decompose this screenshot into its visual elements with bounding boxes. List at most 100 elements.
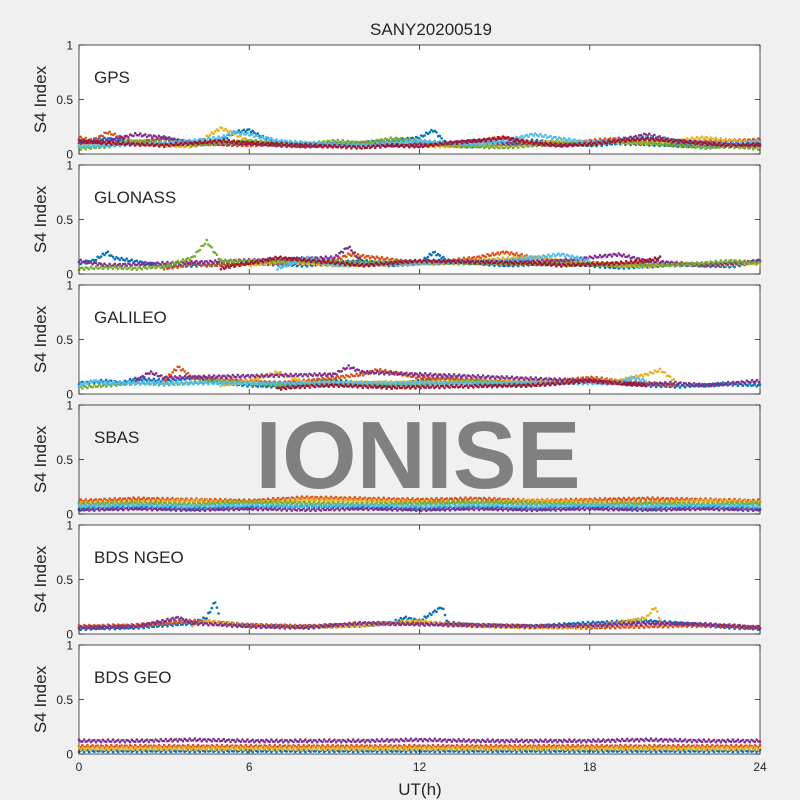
data-point bbox=[207, 261, 210, 265]
data-point bbox=[275, 138, 278, 141]
data-point bbox=[167, 136, 171, 139]
data-point bbox=[401, 262, 405, 265]
data-point bbox=[111, 267, 115, 271]
data-point bbox=[568, 259, 571, 263]
data-point bbox=[116, 138, 120, 141]
data-point bbox=[215, 264, 219, 268]
data-point bbox=[562, 140, 566, 144]
data-point bbox=[455, 142, 459, 145]
data-point bbox=[279, 255, 282, 258]
data-point bbox=[521, 258, 525, 261]
data-point bbox=[499, 144, 503, 148]
data-point bbox=[711, 143, 714, 147]
data-point bbox=[460, 142, 464, 145]
data-point bbox=[758, 146, 762, 150]
data-point bbox=[699, 140, 702, 144]
data-point bbox=[617, 138, 620, 142]
data-point bbox=[428, 131, 432, 134]
data-point bbox=[472, 255, 476, 259]
data-point bbox=[210, 265, 214, 268]
data-point bbox=[308, 258, 311, 261]
data-point bbox=[636, 136, 639, 140]
data-point bbox=[336, 254, 340, 258]
data-point bbox=[188, 138, 191, 142]
data-point bbox=[564, 142, 568, 146]
data-point bbox=[135, 263, 139, 267]
data-point bbox=[219, 267, 223, 271]
y-tick-label: 1 bbox=[66, 39, 73, 53]
data-point bbox=[103, 136, 106, 140]
data-point bbox=[437, 258, 441, 262]
data-point bbox=[220, 140, 224, 144]
data-point bbox=[419, 139, 423, 142]
data-point bbox=[670, 138, 673, 141]
data-point bbox=[438, 134, 442, 138]
data-point bbox=[176, 266, 179, 270]
data-point bbox=[702, 263, 706, 266]
data-point bbox=[554, 135, 557, 139]
data-point bbox=[637, 257, 641, 260]
data-point bbox=[122, 141, 125, 144]
data-point bbox=[188, 262, 191, 265]
data-point bbox=[448, 140, 452, 143]
data-point bbox=[758, 144, 762, 147]
data-point bbox=[248, 262, 252, 265]
data-point bbox=[598, 137, 602, 141]
data-point bbox=[409, 139, 413, 142]
data-point bbox=[484, 255, 488, 259]
data-point bbox=[222, 129, 225, 132]
data-point bbox=[118, 262, 122, 266]
data-point bbox=[515, 251, 518, 255]
data-point bbox=[164, 265, 168, 269]
data-point bbox=[331, 146, 335, 149]
data-point bbox=[646, 136, 649, 140]
data-point bbox=[384, 260, 388, 264]
data-point bbox=[350, 147, 353, 150]
data-point bbox=[324, 255, 328, 258]
data-point bbox=[281, 265, 285, 269]
data-point bbox=[355, 262, 359, 265]
data-point bbox=[314, 261, 318, 264]
data-point bbox=[256, 140, 260, 144]
data-point bbox=[150, 142, 154, 145]
data-point bbox=[113, 262, 117, 266]
data-point bbox=[106, 250, 110, 253]
data-point bbox=[348, 245, 352, 249]
data-point bbox=[254, 142, 258, 146]
data-point bbox=[133, 266, 137, 270]
data-point bbox=[482, 137, 486, 141]
data-point bbox=[389, 144, 392, 148]
data-point bbox=[680, 145, 683, 149]
data-point bbox=[342, 261, 345, 265]
data-point bbox=[661, 260, 665, 263]
data-point bbox=[249, 265, 253, 268]
data-point bbox=[484, 139, 488, 143]
data-point bbox=[244, 142, 248, 146]
data-point bbox=[442, 258, 446, 262]
data-point bbox=[603, 137, 607, 140]
data-point bbox=[512, 262, 515, 266]
data-point bbox=[94, 265, 98, 268]
data-point bbox=[658, 139, 661, 142]
data-point bbox=[262, 260, 265, 264]
data-point bbox=[169, 264, 173, 267]
data-point bbox=[608, 137, 612, 140]
data-point bbox=[349, 263, 352, 267]
data-point bbox=[94, 145, 98, 149]
data-point bbox=[113, 138, 117, 141]
data-point bbox=[758, 261, 762, 264]
data-point bbox=[459, 145, 462, 149]
data-point bbox=[356, 142, 360, 146]
data-point bbox=[717, 261, 721, 264]
data-point bbox=[717, 141, 721, 145]
data-point bbox=[557, 252, 560, 255]
data-point bbox=[394, 136, 398, 140]
data-point bbox=[489, 139, 493, 142]
data-point bbox=[229, 134, 232, 137]
data-point bbox=[234, 258, 237, 262]
data-point bbox=[595, 143, 598, 146]
data-point bbox=[656, 143, 660, 147]
data-point bbox=[433, 139, 437, 143]
data-point bbox=[597, 255, 600, 259]
